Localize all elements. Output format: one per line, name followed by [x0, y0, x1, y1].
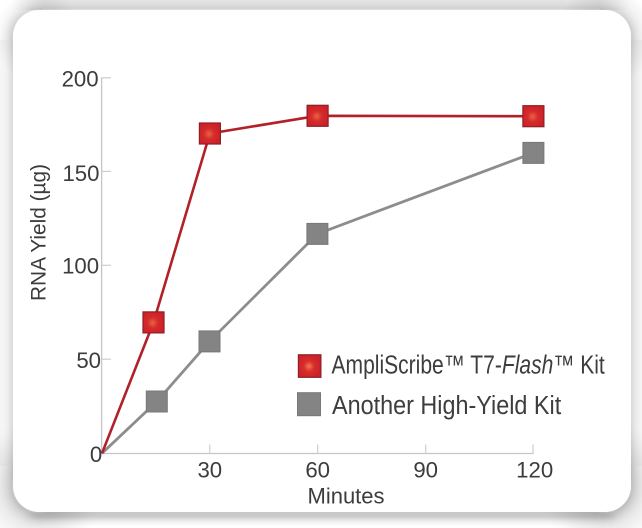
svg-text:50: 50	[76, 348, 101, 373]
svg-text:120: 120	[516, 458, 553, 483]
svg-text:200: 200	[62, 66, 99, 91]
svg-text:100: 100	[62, 253, 99, 278]
svg-text:60: 60	[305, 458, 330, 483]
svg-text:0: 0	[90, 442, 102, 467]
svg-text:90: 90	[413, 458, 438, 483]
svg-text:30: 30	[197, 458, 222, 483]
svg-text:AmpliScribe™ T7-Flash™ Kit: AmpliScribe™ T7-Flash™ Kit	[332, 352, 606, 381]
svg-text:Minutes: Minutes	[308, 484, 385, 509]
svg-text:Another High-Yield Kit: Another High-Yield Kit	[332, 392, 561, 420]
svg-text:150: 150	[62, 161, 99, 186]
svg-text:RNA Yield (µg): RNA Yield (µg)	[27, 164, 50, 301]
